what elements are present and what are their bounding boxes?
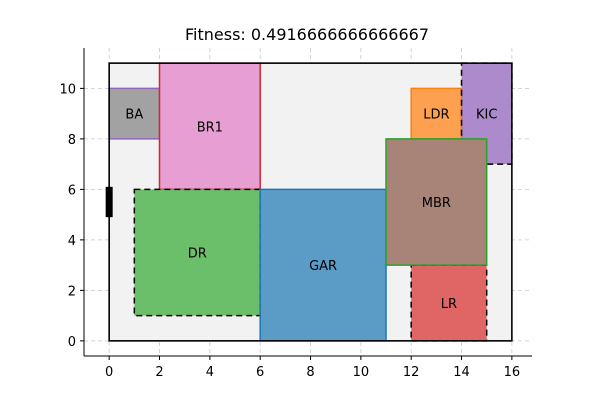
room-label-ba: BA	[125, 108, 143, 123]
x-tick-label: 10	[353, 365, 370, 380]
y-tick-label: 2	[68, 284, 76, 299]
room-dr	[133, 188, 261, 317]
room-gar	[259, 188, 387, 342]
x-tick-label: 4	[206, 365, 214, 380]
room-label-ldr: LDR	[423, 108, 449, 123]
x-tick-label: 12	[403, 365, 420, 380]
axes: 0 2 4 6 8 10 12 14 16 0 2 4 6 8 10	[59, 48, 532, 380]
chart-title: Fitness: 0.4916666666666667	[185, 25, 429, 44]
x-tick-label: 0	[105, 365, 113, 380]
room-label-kic: KIC	[476, 108, 497, 123]
room-label-dr: DR	[188, 246, 207, 261]
room-label-mbr: MBR	[422, 196, 451, 211]
y-tick-label: 10	[59, 82, 76, 97]
room-mbr	[385, 138, 488, 266]
rooms	[108, 62, 513, 342]
y-tick-label: 6	[68, 183, 76, 198]
x-tick-label: 14	[453, 365, 470, 380]
room-label-br1: BR1	[197, 120, 223, 135]
x-tick-label: 2	[155, 365, 163, 380]
room-labels: BA BR1 DR GAR LR LDR KIC MBR	[105, 62, 513, 342]
room-lr	[410, 264, 488, 342]
room-label-gar: GAR	[309, 259, 337, 274]
x-tick-label: 8	[306, 365, 314, 380]
y-tick-label: 0	[68, 335, 76, 350]
room-br1	[158, 62, 261, 191]
x-tick-label: 6	[256, 365, 264, 380]
door-marker	[105, 186, 113, 218]
x-tick-label: 16	[504, 365, 521, 380]
room-label-lr: LR	[441, 297, 457, 312]
y-tick-label: 8	[68, 133, 76, 148]
y-tick-label: 4	[68, 234, 76, 249]
